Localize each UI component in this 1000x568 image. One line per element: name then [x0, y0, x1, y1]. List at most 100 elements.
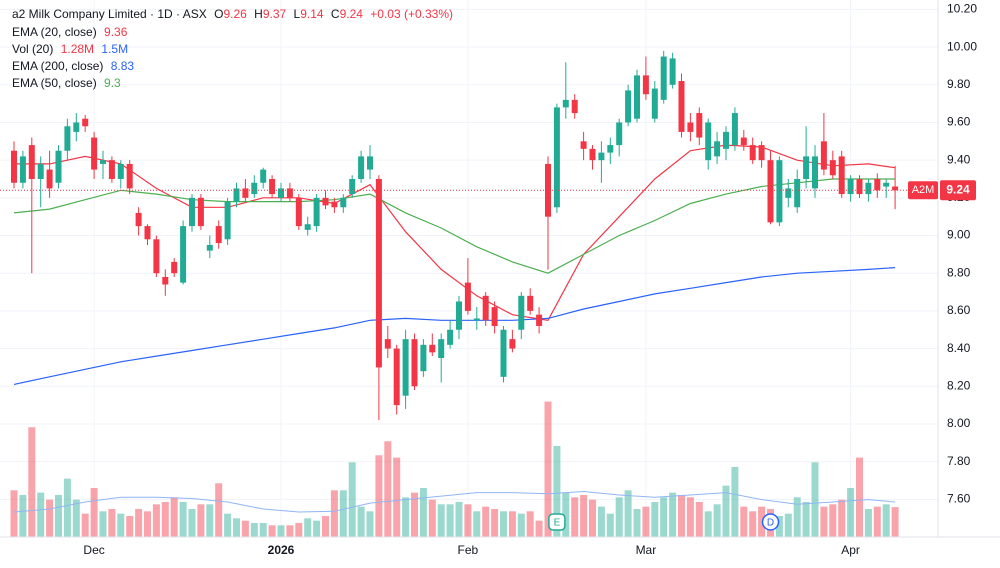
volume-bar — [348, 462, 356, 537]
candle-body — [767, 160, 774, 223]
candle-body — [892, 186, 899, 191]
volume-bar — [259, 522, 267, 537]
volume-bar — [63, 478, 71, 537]
candle-body — [740, 137, 747, 146]
candle-body — [856, 179, 863, 195]
volume-bar — [402, 497, 410, 537]
candle-body — [776, 160, 783, 223]
volume-bar — [482, 506, 490, 537]
volume-bar — [597, 506, 605, 537]
volume-bar — [535, 520, 543, 537]
volume-bar — [660, 497, 668, 537]
candle-body — [375, 179, 382, 368]
volume-bar — [277, 525, 285, 537]
volume-bar — [758, 506, 766, 537]
candle-body — [598, 152, 605, 161]
candle-body — [162, 276, 169, 285]
volume-bar — [46, 499, 54, 537]
candle-body — [812, 156, 818, 189]
candle-body — [153, 239, 160, 274]
candle-body — [660, 56, 667, 100]
candle-body — [242, 188, 249, 198]
volume-bar — [19, 494, 27, 537]
candle-body — [669, 58, 676, 85]
legend-name: EMA (20, close) — [12, 25, 97, 39]
candle-body — [197, 197, 204, 227]
volume-bar — [829, 504, 837, 537]
volume-bar — [651, 501, 659, 537]
legend-value: 1.28M — [61, 42, 94, 56]
volume-bar — [864, 508, 872, 537]
candle-body — [500, 329, 507, 377]
volume-bar — [704, 511, 712, 537]
volume-bar — [250, 522, 258, 537]
candle-body — [91, 137, 98, 170]
y-tick-label: 10.20 — [947, 2, 977, 16]
candle-body — [758, 145, 765, 161]
volume-bar — [268, 525, 276, 537]
candle-body — [607, 145, 614, 153]
volume-bar — [882, 504, 890, 537]
candle-body — [473, 318, 480, 321]
volume-bar — [357, 506, 365, 537]
x-tick-label: Apr — [841, 543, 860, 557]
volume-bar — [241, 520, 249, 537]
candle-body — [19, 156, 26, 183]
candle-body — [269, 179, 276, 195]
y-tick-label: 9.60 — [947, 115, 971, 129]
candle-body — [295, 197, 302, 227]
candle-body — [126, 163, 133, 189]
candle-body — [11, 150, 17, 183]
candle-body — [723, 131, 729, 149]
candle-body — [536, 314, 543, 326]
volume-bar — [188, 508, 196, 537]
volume-bar — [161, 501, 169, 537]
candle-body — [518, 295, 525, 330]
candle-body — [749, 145, 756, 161]
candle-body — [251, 182, 258, 195]
volume-bar — [304, 518, 312, 537]
event-label: E — [554, 518, 561, 529]
candle-body — [589, 148, 596, 161]
candle-body — [829, 160, 836, 176]
legend-value: 1.5M — [101, 42, 128, 56]
volume-bar — [802, 501, 810, 537]
candle-body — [429, 344, 436, 353]
candle-body — [180, 226, 187, 283]
volume-bar — [286, 525, 294, 537]
volume-bar — [366, 511, 374, 537]
candle-body — [420, 344, 427, 372]
candle-body — [580, 141, 587, 149]
candle-body — [304, 224, 311, 230]
candle-body — [447, 329, 454, 345]
volume-bar — [313, 520, 321, 537]
candle-body — [411, 339, 418, 387]
candle-body — [678, 81, 685, 132]
volume-bar — [339, 490, 347, 537]
candle-body — [803, 156, 810, 179]
change: +0.03 (+0.33%) — [370, 7, 453, 21]
event-label: D — [767, 518, 774, 529]
volume-bar — [117, 513, 125, 537]
y-tick-label: 9.80 — [947, 77, 971, 91]
candle-body — [171, 261, 178, 274]
y-tick-label: 8.60 — [947, 303, 971, 317]
candle-body — [838, 156, 845, 195]
volume-bar — [428, 499, 436, 537]
volume-bar — [606, 513, 614, 537]
candle-body — [464, 282, 471, 311]
volume-bar — [500, 511, 507, 537]
candle-body — [367, 156, 373, 170]
volume-bar — [713, 504, 721, 537]
volume-bar — [295, 522, 303, 537]
candle-body — [260, 169, 267, 183]
volume-bar — [233, 518, 240, 537]
volume-bar — [108, 508, 116, 537]
volume-bar — [544, 401, 552, 537]
candle-body — [820, 141, 827, 170]
volume-bar — [330, 490, 338, 537]
candle-body — [224, 201, 231, 240]
volume-bar — [615, 497, 623, 537]
legend-value: 9.3 — [104, 76, 121, 90]
